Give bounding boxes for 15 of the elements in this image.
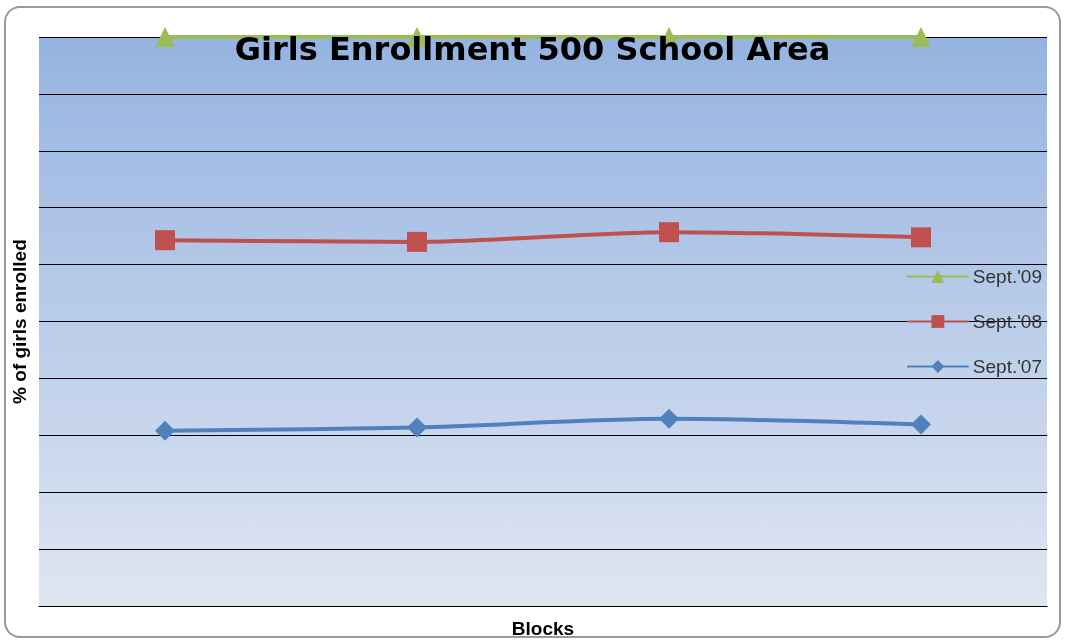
- point: [407, 231, 427, 252]
- point: [911, 27, 931, 47]
- point: [155, 230, 175, 251]
- point: [911, 227, 931, 248]
- point: [659, 408, 679, 429]
- legend-label: Sept.'07: [972, 356, 1043, 377]
- point: [155, 420, 175, 441]
- point: [659, 222, 679, 243]
- chart-title: Girls Enrollment 500 School Area: [234, 30, 831, 68]
- y-axis-title: % of girls enrolled: [9, 239, 30, 404]
- point: [911, 414, 931, 435]
- x-axis-title: Blocks: [511, 618, 575, 639]
- legend-label: Sept.'09: [972, 266, 1043, 287]
- point: [155, 27, 175, 47]
- point: [407, 417, 427, 438]
